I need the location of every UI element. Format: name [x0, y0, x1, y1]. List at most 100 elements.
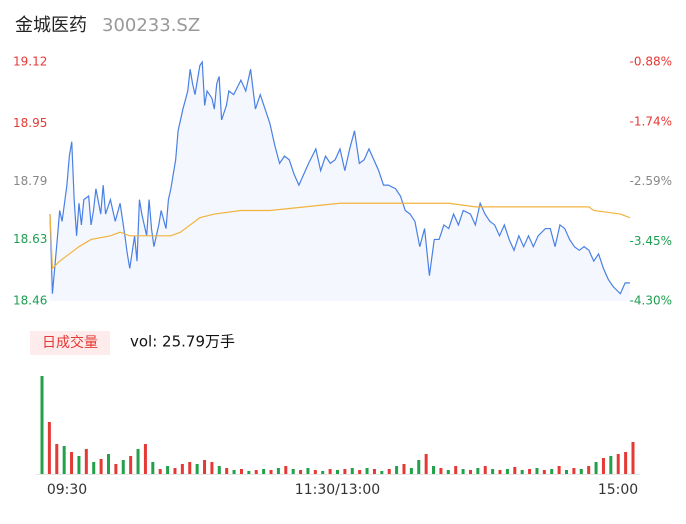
volume-bar — [572, 468, 576, 474]
volume-bar — [587, 466, 591, 474]
volume-bar — [542, 470, 546, 474]
volume-bar — [513, 467, 517, 474]
volume-bar — [306, 468, 310, 474]
volume-bar — [505, 469, 509, 474]
volume-bar — [158, 469, 162, 474]
volume-bar — [276, 468, 280, 474]
volume-bar — [180, 464, 184, 474]
volume-bar — [365, 468, 369, 474]
volume-bar — [609, 456, 613, 474]
volume-bar — [62, 446, 66, 474]
volume-bar — [84, 449, 88, 474]
volume-bar — [262, 469, 266, 474]
volume-bar — [358, 470, 362, 474]
y-tick-label: 18.95 — [13, 116, 47, 130]
volume-legend-box — [30, 331, 110, 355]
volume-bar — [92, 462, 96, 474]
volume-bar — [121, 460, 125, 474]
average-line — [49, 202, 631, 270]
volume-bar — [210, 462, 214, 474]
volume-bar — [55, 444, 59, 474]
y-tick-label: 19.12 — [13, 55, 47, 69]
volume-bar — [77, 456, 81, 474]
volume-bar — [47, 422, 51, 474]
volume-bar — [299, 470, 303, 474]
price-line — [49, 60, 630, 295]
volume-bar — [343, 469, 347, 474]
volume-bar — [328, 469, 332, 474]
volume-bar — [446, 470, 450, 474]
volume-bar — [114, 464, 118, 474]
price-area — [50, 62, 630, 301]
volume-bar — [143, 444, 147, 474]
volume-bar — [601, 458, 605, 474]
volume-bar — [535, 468, 539, 474]
volume-bar — [247, 471, 251, 474]
volume-legend: 日成交量 — [42, 334, 98, 351]
volume-bar — [239, 469, 243, 474]
volume-bar — [166, 466, 170, 474]
y2-tick-label: -3.45% — [630, 234, 672, 248]
stock-code: 300233.SZ — [102, 15, 200, 36]
volume-bar — [136, 449, 140, 474]
volume-bar — [372, 469, 376, 474]
volume-bar — [291, 469, 295, 474]
volume-bar — [395, 466, 399, 474]
volume-bar — [321, 471, 325, 474]
y2-tick-label: -2.59% — [630, 174, 672, 188]
x-tick-label: 15:00 — [598, 482, 638, 498]
volume-bar — [129, 456, 133, 474]
volume-bar — [254, 470, 258, 474]
volume-bar — [476, 468, 480, 474]
x-tick-label: 09:30 — [47, 482, 87, 498]
volume-bar — [439, 468, 443, 474]
volume-bar — [232, 470, 236, 474]
volume-bar — [269, 470, 273, 474]
x-tick-label: 11:30/13:00 — [295, 482, 380, 498]
y-tick-label: 18.63 — [13, 232, 47, 246]
volume-total: vol: 25.79万手 — [130, 333, 235, 351]
volume-bar — [468, 470, 472, 474]
volume-bar — [424, 454, 428, 474]
volume-bar — [579, 469, 583, 474]
volume-bar — [336, 470, 339, 474]
volume-bar — [350, 468, 354, 474]
volume-bar — [225, 468, 229, 474]
volume-bar — [380, 471, 384, 474]
volume-bar — [203, 460, 207, 474]
volume-bar — [402, 464, 406, 474]
volume-bar — [173, 468, 177, 474]
y2-tick-label: -1.74% — [630, 115, 672, 129]
volume-bar — [528, 469, 532, 474]
volume-bar — [106, 454, 110, 474]
volume-bar — [616, 454, 620, 474]
y2-tick-label: -0.88% — [630, 55, 672, 69]
volume-bar — [151, 462, 155, 474]
volume-bar — [624, 452, 628, 474]
volume-bar — [387, 469, 391, 474]
volume-bar — [498, 470, 502, 474]
volume-bar — [461, 469, 465, 474]
y2-tick-label: -4.30% — [630, 294, 672, 308]
volume-bar — [313, 470, 317, 474]
volume-bar — [520, 470, 524, 474]
volume-bar — [631, 442, 635, 474]
volume-bar — [483, 466, 487, 474]
volume-bar — [188, 462, 192, 474]
volume-bar — [284, 466, 288, 474]
volume-bar — [417, 460, 421, 474]
volume-bar — [550, 469, 554, 474]
volume-bar — [454, 466, 458, 474]
volume-bar — [40, 376, 44, 474]
volume-bar — [195, 464, 199, 474]
y-tick-label: 18.79 — [13, 174, 47, 188]
volume-bar — [594, 462, 598, 474]
volume-bar — [70, 452, 74, 474]
volume-bar — [565, 470, 569, 474]
stock-name: 金城医药 — [15, 15, 87, 36]
volume-bar — [99, 459, 103, 474]
volume-bar — [557, 466, 561, 474]
volume-bar — [432, 466, 436, 474]
y-tick-label: 18.46 — [13, 294, 47, 308]
